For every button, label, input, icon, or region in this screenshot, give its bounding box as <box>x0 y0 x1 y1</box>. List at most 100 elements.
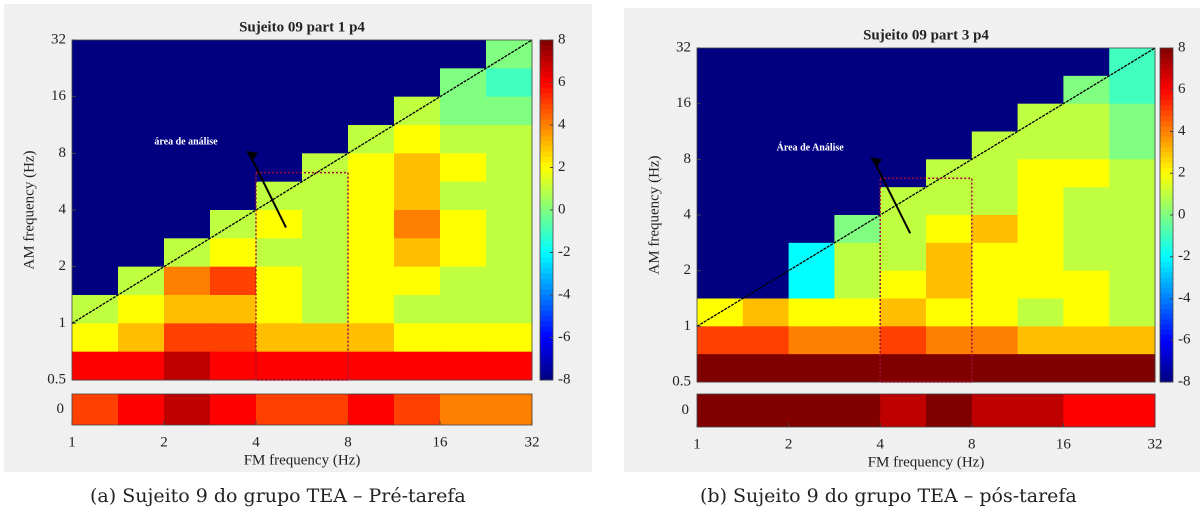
heatmap-cell <box>742 48 790 77</box>
heatmap-cell <box>1109 187 1156 216</box>
heatmap-cell <box>971 48 1019 77</box>
heatmap-cell <box>834 75 881 105</box>
heatmap-cell <box>486 295 533 324</box>
heatmap-cell <box>971 103 1019 132</box>
colorbar-step <box>1160 314 1173 320</box>
heatmap-cell <box>302 323 349 353</box>
heatmap-cell <box>210 40 257 69</box>
heatmap-cell <box>72 323 119 353</box>
y-tick-label: 2 <box>59 258 67 274</box>
colorbar-step <box>1160 340 1173 346</box>
colorbar-step <box>540 305 553 312</box>
colorbar-tick-label: -2 <box>558 244 571 260</box>
heatmap-cell <box>971 270 1019 299</box>
strip-cell <box>348 394 395 425</box>
colorbar-step <box>540 93 553 99</box>
heatmap-cell <box>210 96 257 126</box>
colorbar-step <box>540 247 553 253</box>
annotation: Área de Análise <box>777 141 845 153</box>
colorbar-step <box>540 231 553 238</box>
colorbar-step <box>540 45 553 52</box>
heatmap-cell <box>486 238 533 268</box>
heatmap-cell <box>1109 298 1156 327</box>
heatmap-cell <box>742 187 790 216</box>
heatmap-cell <box>788 159 835 188</box>
heatmap-cell <box>164 351 211 381</box>
colorbar-step <box>1160 141 1173 148</box>
colorbar-step <box>540 273 553 280</box>
colorbar-step <box>1160 68 1173 75</box>
colorbar-step <box>1160 188 1173 195</box>
colorbar-step <box>540 332 553 338</box>
heatmap-cell <box>697 187 744 216</box>
colorbar-step <box>540 135 553 142</box>
colorbar-step <box>540 353 553 360</box>
heatmap-cell <box>742 326 790 355</box>
heatmap-cell <box>72 125 119 154</box>
strip-cell <box>256 394 303 425</box>
colorbar-tick-label: -4 <box>1178 290 1191 306</box>
colorbar-tick-label: 2 <box>558 159 566 175</box>
heatmap-cell <box>256 295 303 324</box>
heatmap-cell <box>440 181 487 211</box>
heatmap-cell <box>788 326 835 355</box>
caption: (a) Sujeito 9 do grupo TEA – Pré-tarefa <box>90 485 466 507</box>
heatmap-cell <box>788 215 835 244</box>
arrow-head <box>246 151 258 161</box>
heatmap-cell <box>118 96 165 126</box>
heatmap-cell <box>880 354 927 383</box>
heatmap-cell <box>834 242 881 272</box>
colorbar-step <box>1160 105 1173 112</box>
heatmap-cell <box>256 40 303 69</box>
colorbar-step <box>1160 376 1173 383</box>
colorbar-step <box>540 40 553 46</box>
heatmap-cell <box>348 210 395 239</box>
colorbar-step <box>1160 235 1173 242</box>
colorbar-step <box>540 204 553 211</box>
heatmap-cell <box>742 131 790 160</box>
heatmap-cell <box>118 295 165 324</box>
heatmap-cell <box>256 266 303 296</box>
heatmap-cell <box>210 181 257 211</box>
colorbar-step <box>1160 293 1173 299</box>
y-tick-label: 16 <box>676 95 692 111</box>
colorbar-step <box>1160 173 1173 179</box>
x-tick-label: 16 <box>1056 436 1072 452</box>
heatmap-cell <box>440 266 487 296</box>
colorbar-step <box>1160 178 1173 185</box>
heatmap-cell <box>742 159 790 188</box>
colorbar-step <box>540 225 553 232</box>
heatmap-cell <box>834 187 881 216</box>
heatmap-cell <box>1063 242 1110 272</box>
colorbar-step <box>540 252 553 259</box>
heatmap-cell <box>742 298 790 327</box>
caption: (b) Sujeito 9 do grupo TEA – pós-tarefa <box>700 485 1077 507</box>
colorbar-step <box>1160 308 1173 315</box>
heatmap-cell <box>302 210 349 239</box>
colorbar-step <box>540 162 553 168</box>
colorbar-step <box>540 156 553 163</box>
heatmap-cell <box>72 96 119 126</box>
strip-cell <box>697 394 744 427</box>
heatmap-cell <box>697 131 744 160</box>
analysis-area <box>255 171 349 381</box>
strip-cell <box>72 394 119 425</box>
colorbar-step <box>540 295 553 301</box>
strip-cell <box>440 394 487 425</box>
heatmap-cell <box>880 270 927 299</box>
heatmap-cell <box>440 295 487 324</box>
y-tick-label: 0.5 <box>47 371 66 387</box>
colorbar-step <box>540 103 553 110</box>
colorbar-step <box>1160 89 1173 96</box>
y-tick-label: 8 <box>59 145 67 161</box>
heatmap-cell <box>697 270 744 299</box>
heatmap-cell <box>302 351 349 381</box>
colorbar-step <box>540 194 553 200</box>
strip-cell <box>1017 394 1064 427</box>
heatmap-cell <box>880 159 927 188</box>
colorbar-step <box>1160 100 1173 106</box>
heatmap-cell <box>697 159 744 188</box>
heatmap-cell <box>971 159 1019 188</box>
colorbar-step <box>1160 136 1173 143</box>
